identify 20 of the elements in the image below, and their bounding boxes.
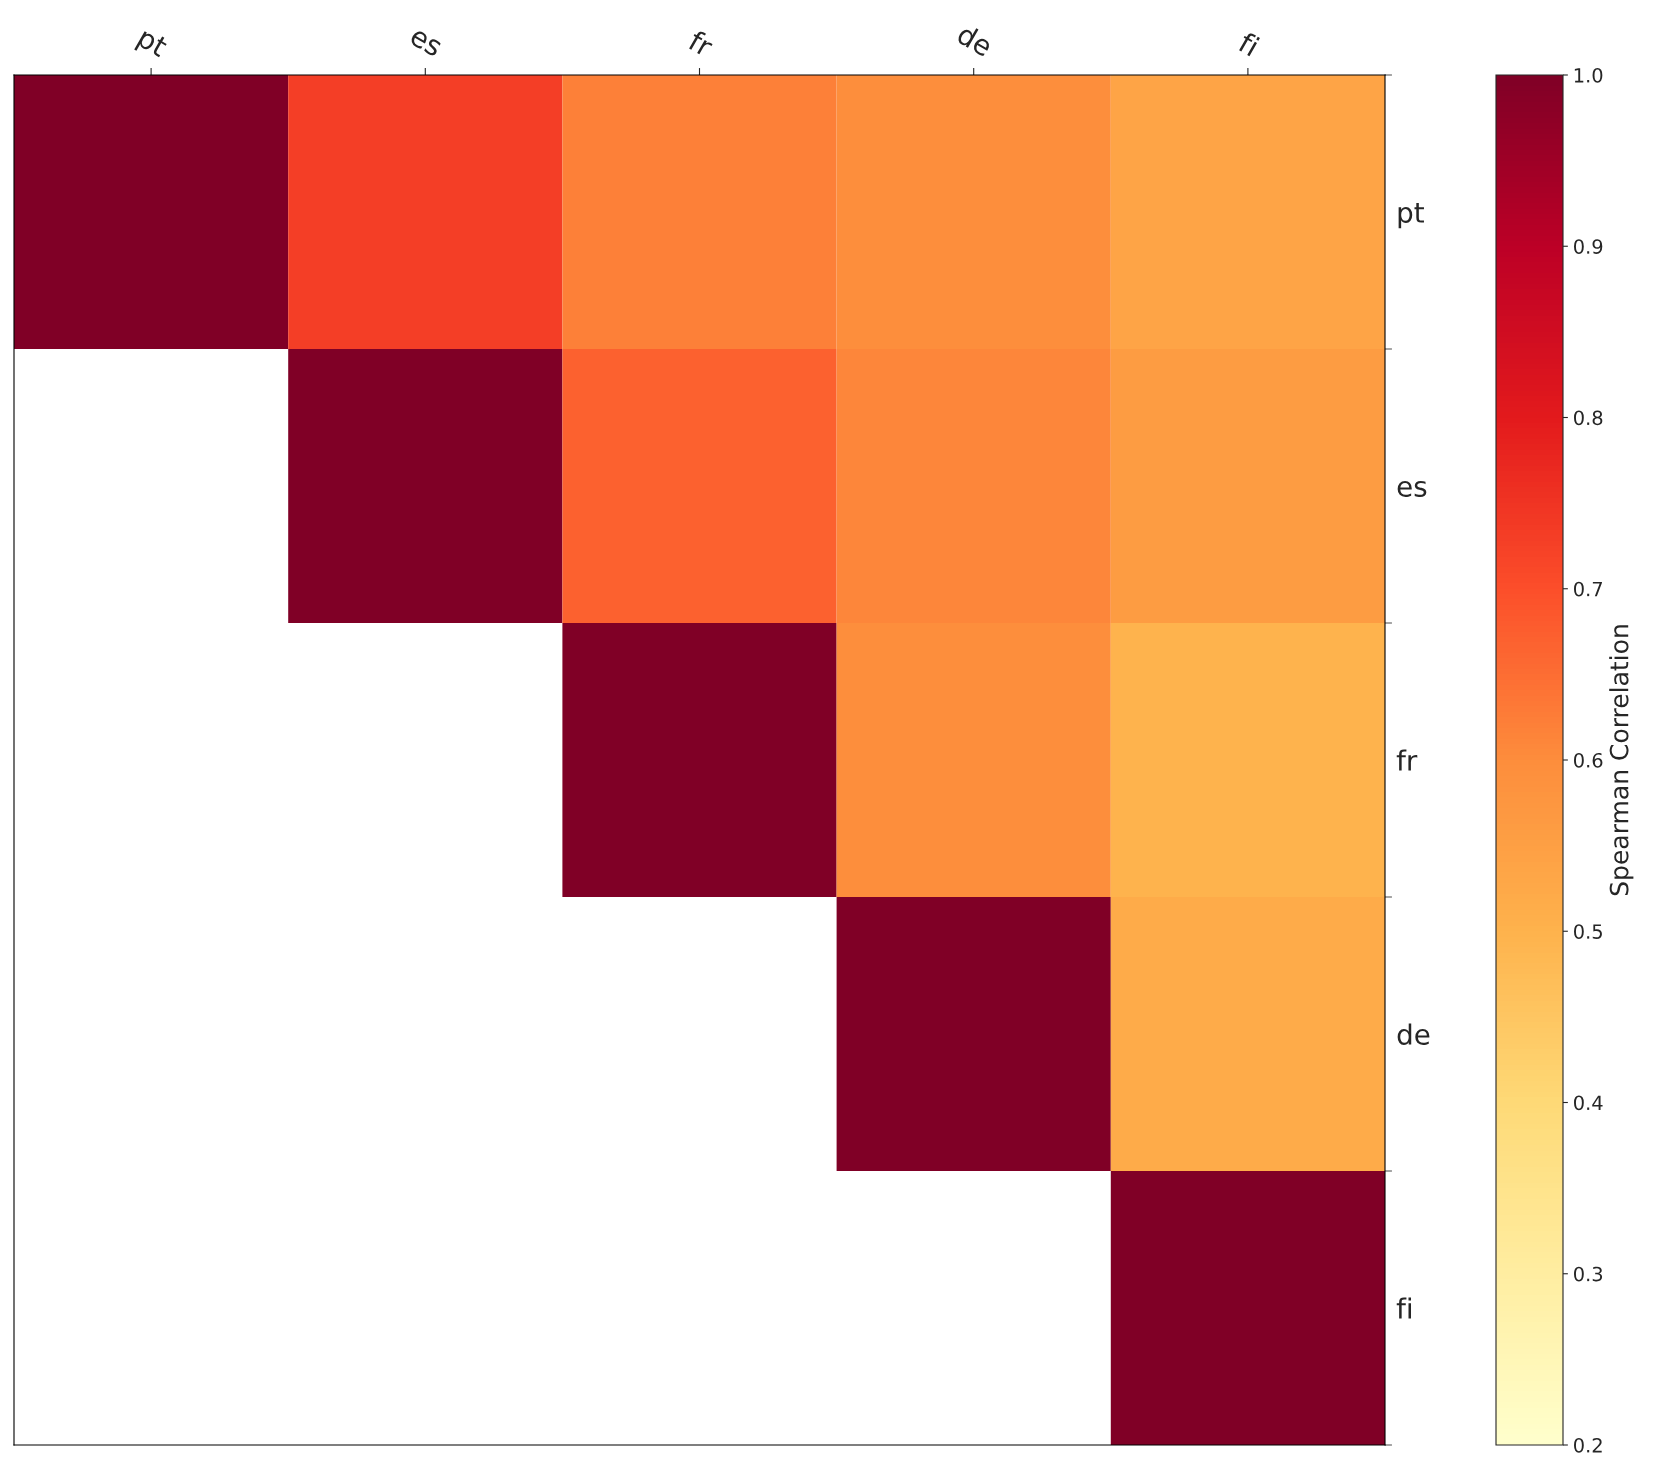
y-tick-label: es [1397,481,1427,497]
color-bar-label: 0.3 [1574,1266,1603,1282]
y-tick-label: fi [1396,1297,1411,1319]
color-bar-label: 0.8 [1574,410,1603,426]
y-tick-label: de [1397,1023,1430,1045]
x-tick-label: es [408,29,442,58]
color-bar-label: 0.2 [1574,1437,1602,1453]
color-bar-label: 0.5 [1574,924,1602,939]
color-bar-title: Spearman Correlation [1609,625,1634,896]
x-tick-label: de [955,22,995,58]
color-bar-label: 0.6 [1574,752,1603,768]
x-tick-label: fi [1237,30,1260,57]
color-bar-label: 0.7 [1574,581,1602,597]
color-bar-label: 0.4 [1574,1095,1603,1111]
x-tick-label: pt [134,27,169,63]
color-bar-label: 1.0 [1574,67,1603,83]
y-tick-label: pt [1398,203,1424,229]
color-bar-label: 0.9 [1574,239,1603,254]
y-tick-label: fr [1396,749,1418,771]
x-tick-label: fr [687,28,716,58]
